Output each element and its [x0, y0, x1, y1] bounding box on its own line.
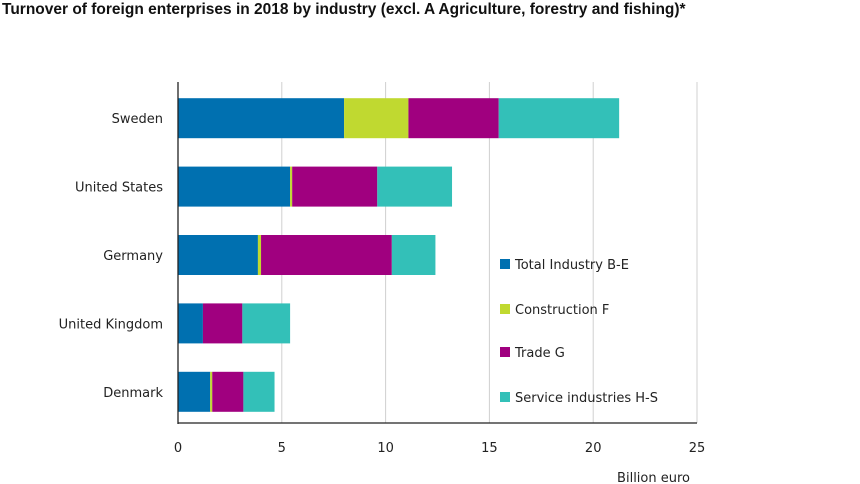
legend-swatch [500, 259, 510, 269]
x-tick-label: 15 [481, 441, 498, 456]
bar-segment [290, 166, 293, 207]
legend-label: Service industries H-S [515, 391, 658, 406]
bar-segment [408, 98, 499, 139]
bar-segment [178, 303, 203, 344]
bar-segment [178, 166, 291, 207]
x-tick-label: 20 [585, 441, 602, 456]
legend-label: Trade G [514, 346, 565, 361]
bar-segment [344, 98, 409, 139]
x-axis-label: Billion euro [617, 471, 690, 484]
x-tick-label: 0 [174, 441, 182, 456]
bar-segment [243, 371, 275, 412]
bar-segment [498, 98, 620, 139]
x-tick-label: 25 [689, 441, 706, 456]
bar-segment [178, 98, 345, 139]
legend-swatch [500, 304, 510, 314]
legend-label: Total Industry B-E [514, 258, 629, 273]
y-tick-label: United Kingdom [59, 317, 163, 332]
chart-title: Turnover of foreign enterprises in 2018 … [2, 1, 686, 18]
y-tick-label: Denmark [103, 386, 163, 401]
legend-swatch [500, 347, 510, 357]
y-tick-label: Sweden [112, 112, 163, 127]
bar-segment [377, 166, 453, 207]
legend-swatch [500, 392, 510, 402]
legend-label: Construction F [515, 303, 609, 318]
y-tick-label: United States [75, 181, 163, 196]
bar-segment [391, 235, 436, 275]
bar-segment [242, 303, 291, 344]
x-tick-label: 5 [278, 441, 286, 456]
y-tick-label: Germany [103, 249, 163, 264]
x-tick-label: 10 [377, 441, 394, 456]
bar-segment [257, 235, 262, 275]
bar-segment [210, 371, 213, 412]
bar-segment [261, 235, 392, 275]
bar-segment [292, 166, 378, 207]
bar-segment [178, 235, 258, 275]
bar-segment [178, 371, 211, 412]
bar-segment [212, 371, 244, 412]
bar-segment [202, 303, 243, 344]
